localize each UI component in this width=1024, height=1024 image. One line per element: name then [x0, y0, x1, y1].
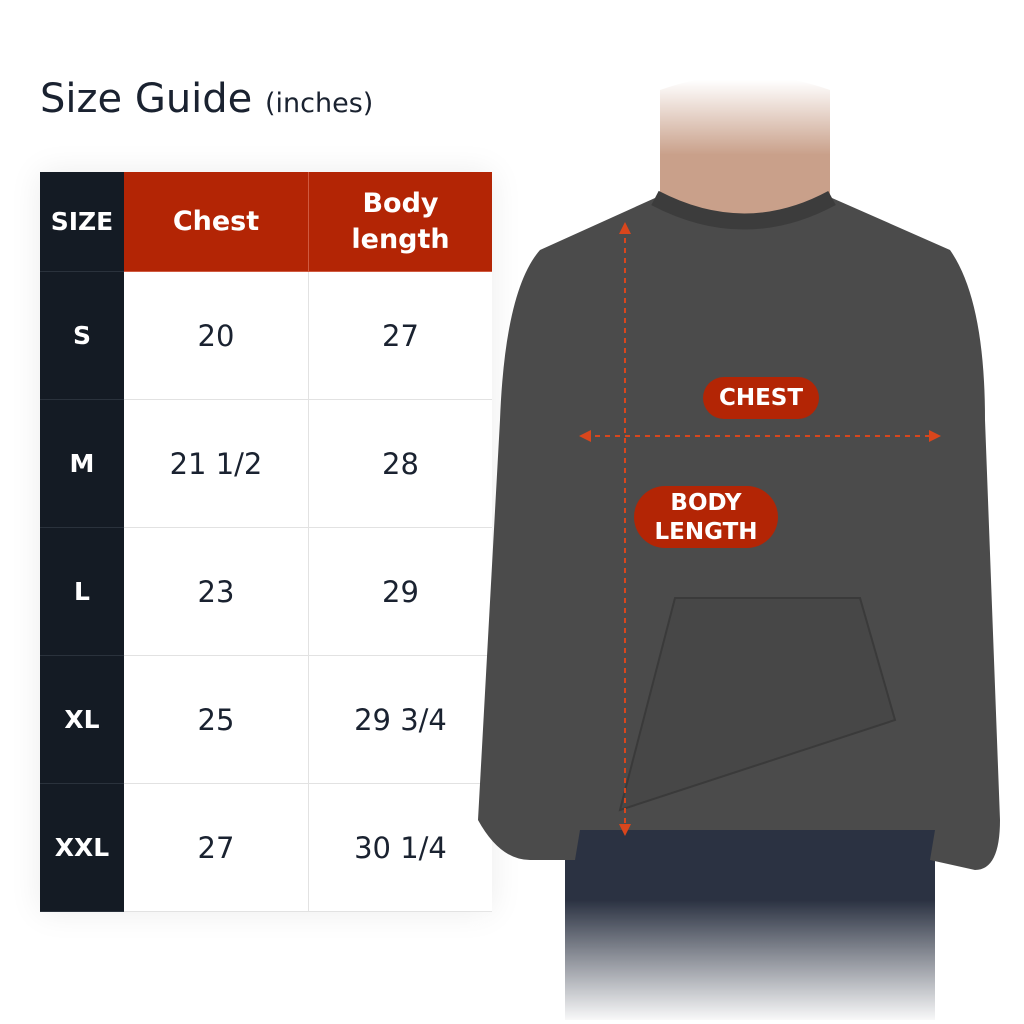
table-row: M 21 1/2 28 — [40, 400, 492, 528]
sweatshirt-model-photo — [470, 80, 1024, 1024]
table-row: XL 25 29 3/4 — [40, 656, 492, 784]
header-chest: Chest — [124, 172, 309, 272]
cell-chest: 23 — [124, 528, 309, 656]
cell-size: XL — [40, 656, 124, 784]
cell-chest: 25 — [124, 656, 309, 784]
cell-body-length: 28 — [309, 400, 492, 528]
body-length-label-line1: BODY — [670, 490, 742, 516]
table-row: L 23 29 — [40, 528, 492, 656]
size-table: SIZE Chest Body length S 20 27 M 21 1/2 28 L 23… — [40, 172, 492, 912]
cell-size: XXL — [40, 784, 124, 912]
header-size: SIZE — [40, 172, 124, 272]
title-unit: (inches) — [265, 88, 374, 119]
cell-size: M — [40, 400, 124, 528]
cell-size: S — [40, 272, 124, 400]
body-length-label: BODY LENGTH — [634, 486, 778, 548]
page-title: Size Guide (inches) — [40, 76, 373, 122]
body-length-label-line2: LENGTH — [654, 519, 758, 545]
cell-body-length: 29 3/4 — [309, 656, 492, 784]
chest-label: CHEST — [703, 377, 819, 419]
cell-size: L — [40, 528, 124, 656]
cell-chest: 21 1/2 — [124, 400, 309, 528]
table-header: SIZE Chest Body length — [40, 172, 492, 272]
cell-chest: 27 — [124, 784, 309, 912]
title-text: Size Guide — [40, 76, 253, 122]
table-row: XXL 27 30 1/4 — [40, 784, 492, 912]
header-body-length: Body length — [309, 172, 492, 272]
table-row: S 20 27 — [40, 272, 492, 400]
cell-chest: 20 — [124, 272, 309, 400]
cell-body-length: 30 1/4 — [309, 784, 492, 912]
cell-body-length: 29 — [309, 528, 492, 656]
cell-body-length: 27 — [309, 272, 492, 400]
